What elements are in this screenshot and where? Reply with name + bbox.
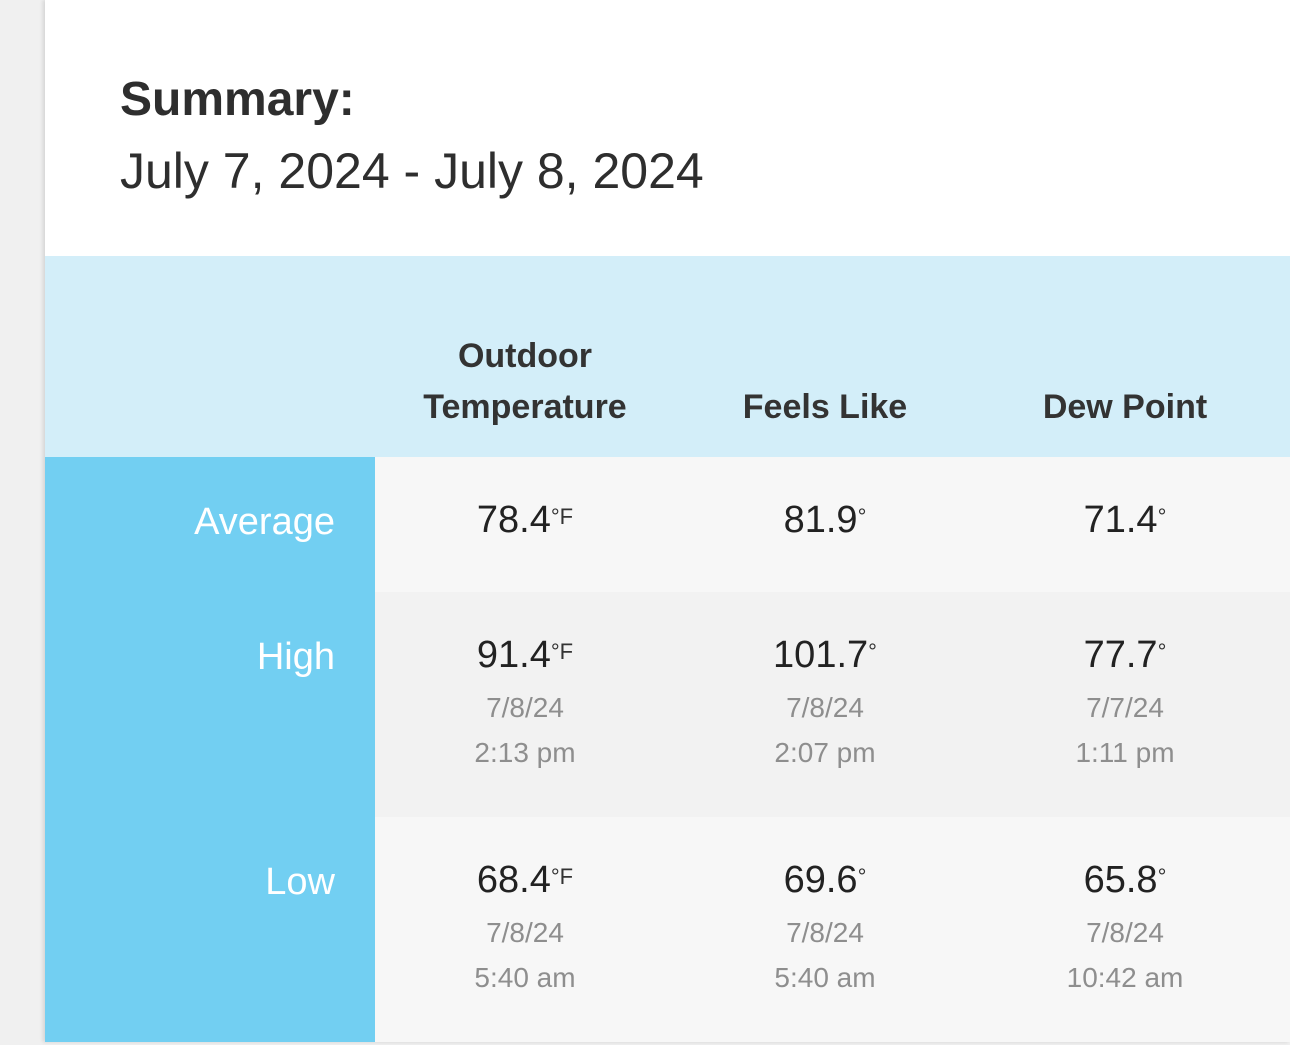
table-header [45,256,1290,457]
row-background [375,592,1290,817]
row-label: High [256,636,335,678]
row-background [375,457,1290,592]
value: 69.6 [783,859,858,901]
data-cell: 81.9° [675,499,975,542]
row-label-column [45,457,375,1042]
time: 5:40 am [774,962,876,993]
value: 81.9 [783,499,858,541]
value: 71.4 [1083,499,1158,541]
value: 77.7 [1083,634,1158,676]
data-cell: 101.7° 7/8/24 2:07 pm [675,634,975,775]
unit: ° [1157,864,1167,889]
time: 1:11 pm [1075,737,1175,768]
value-line: 71.4° [975,499,1275,542]
value: 68.4 [476,859,551,901]
date: 7/8/24 [786,692,864,723]
summary-card: Summary: July 7, 2024 - July 8, 2024 Out… [45,0,1290,1042]
time: 10:42 am [1066,962,1184,993]
date: 7/8/24 [486,692,564,723]
unit: ° [868,639,877,664]
data-cell: 71.4° [975,499,1275,542]
unit: °F [550,504,574,529]
value-line: 68.4°F [375,859,675,902]
data-cell: 77.7° 7/7/24 1:11 pm [975,634,1275,775]
date: 7/8/24 [786,917,864,948]
value: 91.4 [476,634,551,676]
date: 7/8/24 [1086,917,1164,948]
row-label: Average [194,501,335,543]
row-background [375,817,1290,1042]
time: 5:40 am [474,962,576,993]
value-line: 101.7° [675,634,975,677]
unit: ° [1157,639,1167,664]
time: 2:13 pm [474,737,576,768]
date: 7/8/24 [486,917,564,948]
date-range: July 7, 2024 - July 8, 2024 [120,143,704,199]
data-cell: 78.4°F [375,499,675,542]
value-line: 91.4°F [375,634,675,677]
row-label: Low [265,861,335,903]
unit: °F [550,864,574,889]
data-cell: 91.4°F 7/8/24 2:13 pm [375,634,675,775]
column-header: Feels Like [742,388,908,426]
date: 7/7/24 [1086,692,1164,723]
value-line: 78.4°F [375,499,675,542]
value: 65.8 [1083,859,1158,901]
value: 78.4 [476,499,551,541]
value-line: 69.6° [675,859,975,902]
summary-title: Summary: [120,73,355,126]
value-line: 65.8° [975,859,1275,902]
data-cell: 68.4°F 7/8/24 5:40 am [375,859,675,1000]
data-cell: 69.6° 7/8/24 5:40 am [675,859,975,1000]
unit: °F [550,639,574,664]
value: 101.7 [773,634,869,676]
unit: ° [857,504,867,529]
data-cell: 65.8° 7/8/24 10:42 am [975,859,1275,1000]
column-header: Dew Point [1042,388,1208,426]
unit: ° [857,864,867,889]
column-header: Outdoor Temperature [423,337,627,426]
value-line: 77.7° [975,634,1275,677]
time: 2:07 pm [774,737,876,768]
unit: ° [1157,504,1167,529]
value-line: 81.9° [675,499,975,542]
